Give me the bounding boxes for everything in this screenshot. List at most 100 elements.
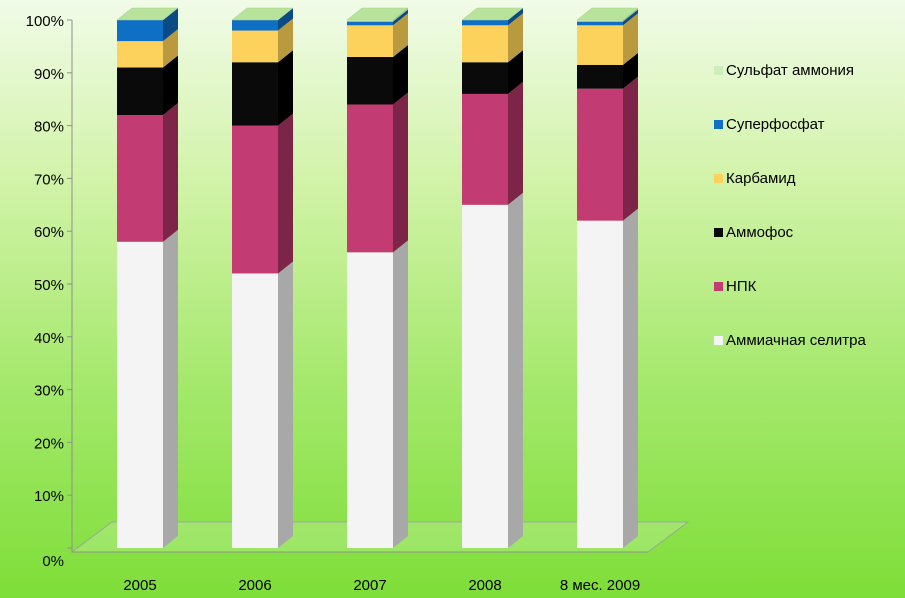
bar-segment xyxy=(577,25,623,65)
legend: Сульфат аммония Суперфосфат Карбамид Аммофо… xyxy=(714,62,866,349)
bar-segment xyxy=(347,252,393,548)
y-tick-label: 70% xyxy=(34,171,64,188)
y-tick-label: 20% xyxy=(34,435,64,452)
legend-swatch xyxy=(714,282,723,291)
x-tick-label: 2006 xyxy=(238,577,271,594)
bar-segment xyxy=(462,204,508,549)
y-tick-label: 0% xyxy=(42,553,64,570)
bar-segment xyxy=(232,20,278,31)
y-tick-label: 100% xyxy=(26,13,64,30)
bar-segment-side xyxy=(508,192,523,549)
bar-segment xyxy=(577,88,623,221)
legend-swatch xyxy=(714,66,723,75)
x-tick-label: 2008 xyxy=(468,577,501,594)
legend-item: Суперфосфат xyxy=(714,116,825,133)
bar-segment xyxy=(117,20,163,42)
bar-segment-side xyxy=(508,50,523,94)
bar-segment-side xyxy=(623,9,638,26)
bar-segment xyxy=(347,25,393,57)
bar-segment-side xyxy=(393,13,408,57)
bar-segment xyxy=(577,21,623,26)
bar-segment xyxy=(462,25,508,63)
y-tick-label: 80% xyxy=(34,119,64,136)
bar-segment-side xyxy=(508,8,523,26)
bar-top xyxy=(576,7,639,21)
bar-segment xyxy=(347,104,393,253)
bar-segment-side xyxy=(393,9,408,26)
bar-stack xyxy=(116,7,179,548)
bar-segment-side xyxy=(278,261,293,548)
y-tick-label: 90% xyxy=(34,66,64,83)
bar-segment-side xyxy=(623,76,638,221)
bar-stack xyxy=(346,7,409,548)
bar-segment-side xyxy=(163,8,178,42)
legend-swatch xyxy=(714,336,723,345)
bar-top xyxy=(116,7,179,21)
legend-label: Сульфат аммония xyxy=(726,62,854,79)
bar-stack xyxy=(576,7,639,548)
bar-segment-side xyxy=(278,113,293,274)
bar-segment xyxy=(117,67,163,116)
bar-segment xyxy=(577,220,623,548)
legend-label: Аммофос xyxy=(726,224,794,241)
bar-segment-side xyxy=(393,92,408,253)
bar-top xyxy=(231,7,294,21)
bar-segment-side xyxy=(278,50,293,126)
bar-segment-side xyxy=(508,81,523,205)
y-tick-label: 40% xyxy=(34,330,64,347)
legend-label: Карбамид xyxy=(726,170,796,187)
bar-segment xyxy=(347,56,393,105)
bar-segment-side xyxy=(278,8,293,31)
legend-swatch xyxy=(714,120,723,129)
x-tick-label: 8 мес. 2009 xyxy=(560,577,640,594)
legend-label: Суперфосфат xyxy=(726,116,825,133)
axes: 0% 10% 20% 30% 40% 50% 60% 70% 80% 90% 100% 2005 200… xyxy=(26,13,648,594)
bar-segment xyxy=(347,20,393,22)
x-tick-label: 2005 xyxy=(123,577,156,594)
bar-segment xyxy=(577,64,623,89)
bar-segment xyxy=(347,21,393,26)
bar-segment-side xyxy=(623,52,638,89)
bar-segment-side xyxy=(623,8,638,22)
bar-segment xyxy=(232,30,278,63)
bar-segment xyxy=(462,20,508,26)
bar-segment-side xyxy=(393,44,408,105)
bar-segment xyxy=(117,115,163,242)
legend-label: Аммиачная селитра xyxy=(726,332,866,349)
legend-item: Сульфат аммония xyxy=(714,62,854,79)
bar-segment-side xyxy=(163,229,178,548)
y-tick-label: 30% xyxy=(34,383,64,400)
bar-segment xyxy=(462,62,508,94)
bar-segment-side xyxy=(393,240,408,548)
legend-item: Карбамид xyxy=(714,170,796,187)
legend-item: Аммофос xyxy=(714,224,794,241)
x-tick-label: 2007 xyxy=(353,577,386,594)
bar-segment xyxy=(232,62,278,126)
bar-segment-side xyxy=(278,18,293,63)
bar-stack xyxy=(231,7,294,548)
legend-label: НПК xyxy=(726,278,757,295)
bar-top xyxy=(346,7,409,21)
legend-swatch xyxy=(714,174,723,183)
legend-swatch xyxy=(714,228,723,237)
bar-segment xyxy=(577,20,623,22)
bar-segment-side xyxy=(623,13,638,65)
bar-segment-side xyxy=(163,29,178,68)
bar-segment-side xyxy=(393,8,408,22)
bar-stack xyxy=(461,7,524,549)
bar-segment xyxy=(232,125,278,274)
bars xyxy=(116,7,639,549)
y-tick-label: 10% xyxy=(34,488,64,505)
bar-top xyxy=(461,7,524,21)
bar-segment xyxy=(232,273,278,548)
legend-item: НПК xyxy=(714,278,757,295)
bar-segment-side xyxy=(508,13,523,63)
bar-segment xyxy=(462,93,508,205)
bar-segment-side xyxy=(163,103,178,242)
y-tick-label: 50% xyxy=(34,277,64,294)
legend-item: Аммиачная селитра xyxy=(714,332,866,349)
bar-segment-side xyxy=(623,208,638,548)
bar-segment-side xyxy=(163,55,178,116)
bar-segment xyxy=(117,241,163,548)
